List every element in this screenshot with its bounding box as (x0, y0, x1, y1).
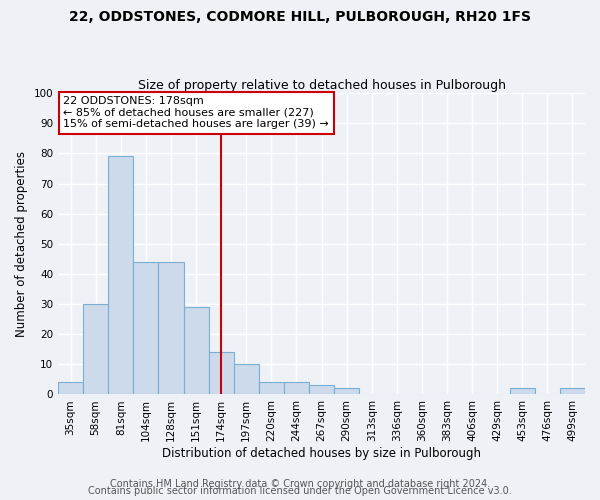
Bar (309, 386, 334, 394)
X-axis label: Distribution of detached houses by size in Pulborough: Distribution of detached houses by size … (162, 447, 481, 460)
Text: Contains public sector information licensed under the Open Government Licence v3: Contains public sector information licen… (88, 486, 512, 496)
Bar (133, 262, 158, 394)
Title: Size of property relative to detached houses in Pulborough: Size of property relative to detached ho… (137, 79, 506, 92)
Bar (560, 388, 585, 394)
Bar (510, 388, 535, 394)
Y-axis label: Number of detached properties: Number of detached properties (15, 151, 28, 337)
Text: Contains HM Land Registry data © Crown copyright and database right 2024.: Contains HM Land Registry data © Crown c… (110, 479, 490, 489)
Text: 22 ODDSTONES: 178sqm
← 85% of detached houses are smaller (227)
15% of semi-deta: 22 ODDSTONES: 178sqm ← 85% of detached h… (64, 96, 329, 130)
Bar (233, 364, 259, 394)
Bar (209, 352, 233, 395)
Bar (259, 382, 284, 394)
Text: 22, ODDSTONES, CODMORE HILL, PULBOROUGH, RH20 1FS: 22, ODDSTONES, CODMORE HILL, PULBOROUGH,… (69, 10, 531, 24)
Bar (284, 382, 309, 394)
Bar (58, 382, 83, 394)
Bar (158, 262, 184, 394)
Bar (108, 156, 133, 394)
Bar (334, 388, 359, 394)
Bar (184, 307, 209, 394)
Bar (83, 304, 108, 394)
